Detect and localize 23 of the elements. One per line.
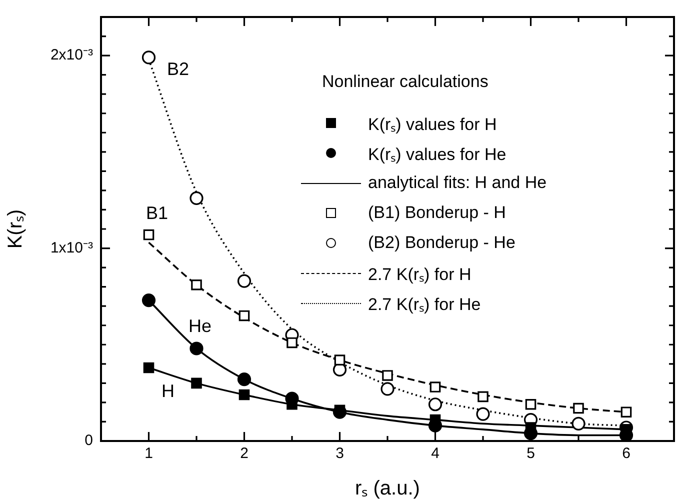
- annotation: B2: [166, 58, 190, 79]
- x-tick-label: 5: [526, 445, 535, 462]
- x-tick-label: 2: [240, 445, 248, 462]
- legend-label: K(rₛ) values for H: [368, 114, 497, 134]
- legend-title: Nonlinear calculations: [321, 72, 490, 92]
- y-tick-label: 0: [84, 432, 93, 450]
- x-tick-label: 6: [622, 445, 630, 462]
- x-tick-label: 3: [336, 445, 344, 462]
- annotation: He: [188, 316, 212, 336]
- y-tick-label: 2x10⁻³: [50, 46, 93, 64]
- annotation: B1: [146, 202, 168, 223]
- legend-label: (B2) Bonderup - He: [368, 233, 516, 253]
- legend-label: 2.7 K(rₛ) for H: [368, 264, 472, 284]
- x-tick-label: 1: [144, 445, 153, 462]
- legend-label: 2.7 K(rₛ) for He: [368, 294, 481, 314]
- legend-label: analytical fits: H and He: [368, 173, 547, 193]
- annotation: H: [162, 380, 174, 401]
- y-axis-title: K(rₛ): [4, 209, 27, 249]
- x-axis-title: rₛ (a.u.): [355, 478, 420, 500]
- x-tick-label: 4: [431, 445, 440, 462]
- legend-label: (B1) Bonderup - H: [368, 203, 506, 223]
- y-tick-label: 1x10⁻³: [50, 239, 93, 256]
- legend-label: K(rₛ) values for He: [368, 144, 506, 164]
